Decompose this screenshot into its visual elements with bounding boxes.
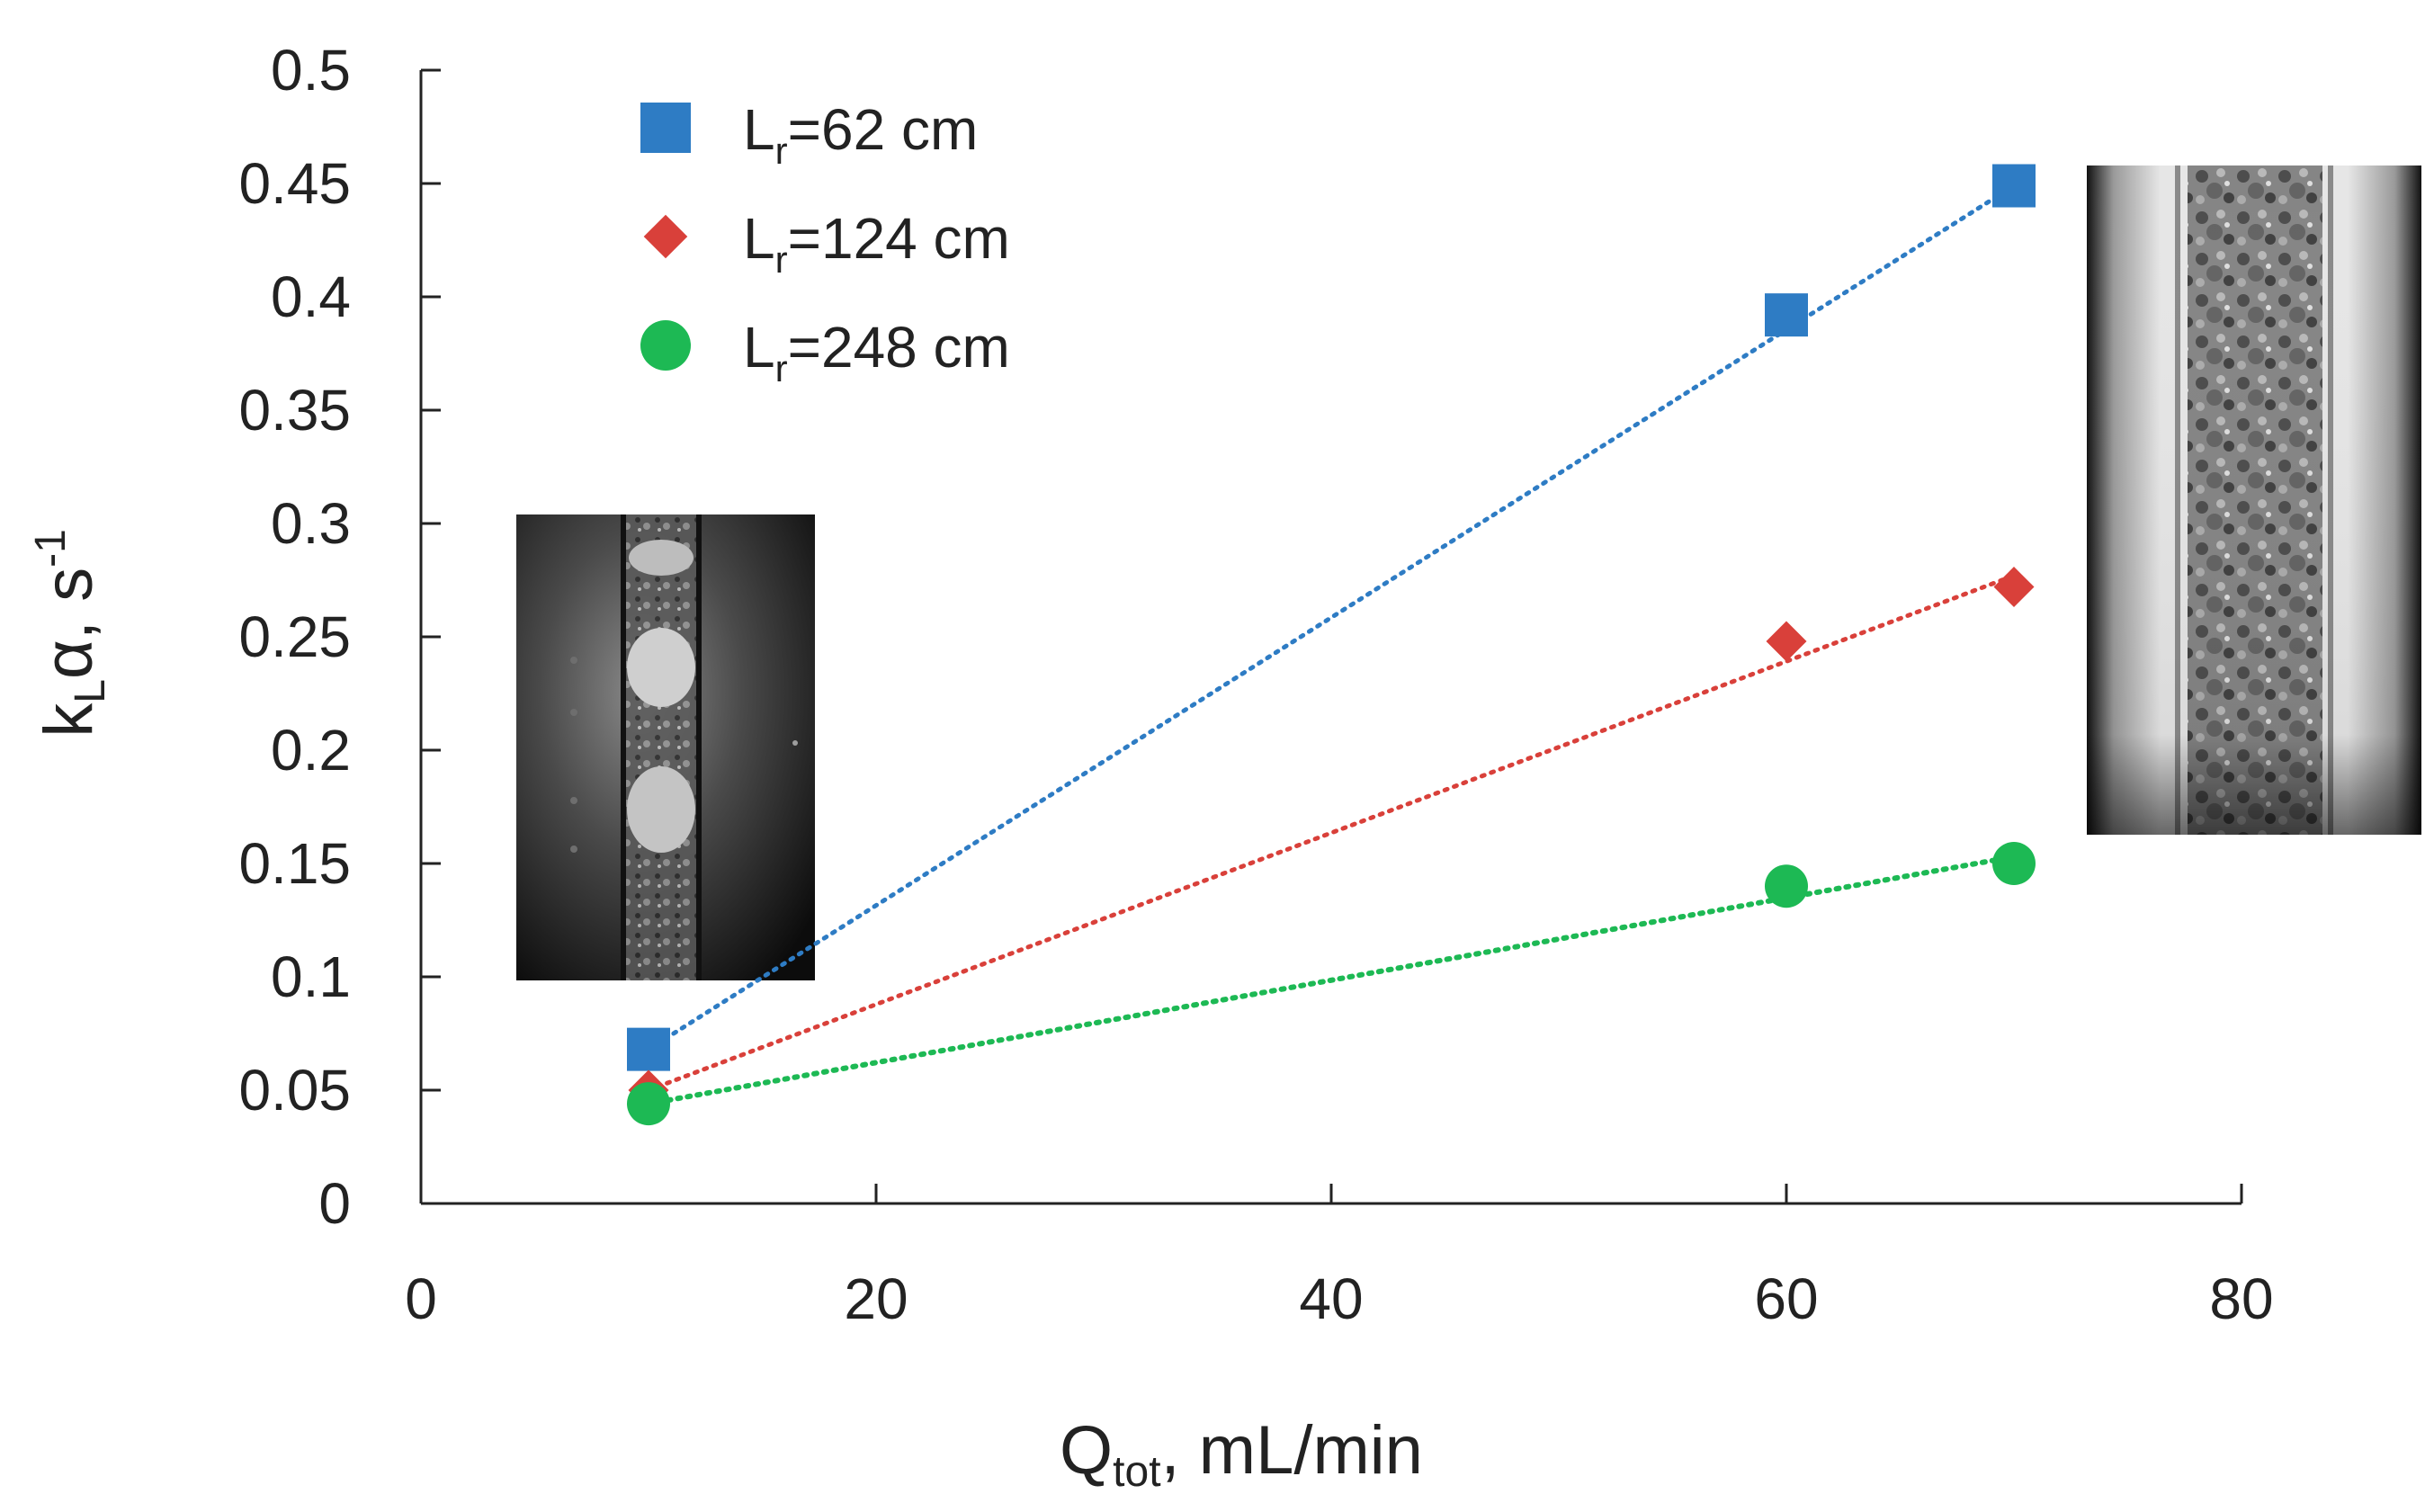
y-tick-label: 0.45 (238, 151, 351, 216)
y-axis-title: kLα, s-1 (27, 529, 114, 738)
legend: Lr=62 cm Lr=124 cm Lr=248 cm (640, 97, 1010, 389)
x-tick-label: 0 (405, 1266, 437, 1331)
legend-marker-diamond (643, 214, 688, 259)
legend-marker-square (640, 103, 691, 153)
x-tick-label: 60 (1754, 1266, 1818, 1331)
x-tick-label: 80 (2209, 1266, 2273, 1331)
data-point-circle (1992, 842, 2036, 885)
plot-area (627, 164, 2036, 1126)
data-point-diamond (1766, 621, 1807, 662)
data-point-square (627, 1027, 670, 1071)
y-tick-label: 0.2 (271, 718, 351, 783)
inset-photo-low-flow (516, 514, 815, 980)
legend-label: Lr=248 cm (743, 315, 1010, 389)
data-point-circle (627, 1082, 670, 1126)
y-tick-label: 0.25 (238, 604, 351, 669)
y-tick-label: 0 (318, 1171, 351, 1236)
legend-marker-circle (640, 320, 691, 371)
axes: 0 20 40 60 80 0 0.05 0.1 0.15 0.2 0.25 0.3 0.35 0.4 0.… (238, 38, 2273, 1331)
y-tick-label: 0.3 (271, 491, 351, 556)
trendline-circle (646, 854, 2017, 1107)
data-point-diamond (1993, 567, 2035, 608)
y-tick-label: 0.1 (271, 944, 351, 1009)
legend-label: Lr=62 cm (743, 97, 978, 172)
legend-label: Lr=124 cm (743, 206, 1010, 281)
y-tick-label: 0.05 (238, 1058, 351, 1123)
x-axis-title: Qtot, mL/min (1060, 1412, 1423, 1496)
trendline-diamond (646, 573, 2017, 1093)
data-point-square (1992, 164, 2036, 208)
x-tick-label: 40 (1299, 1266, 1363, 1331)
data-point-square (1765, 293, 1808, 337)
y-tick-label: 0.4 (271, 264, 351, 329)
data-point-circle (1765, 864, 1808, 908)
y-tick-label: 0.15 (238, 831, 351, 896)
y-tick-label: 0.5 (271, 38, 351, 103)
inset-photo-high-flow (2087, 166, 2421, 835)
y-tick-label: 0.35 (238, 378, 351, 443)
x-tick-label: 20 (844, 1266, 908, 1331)
